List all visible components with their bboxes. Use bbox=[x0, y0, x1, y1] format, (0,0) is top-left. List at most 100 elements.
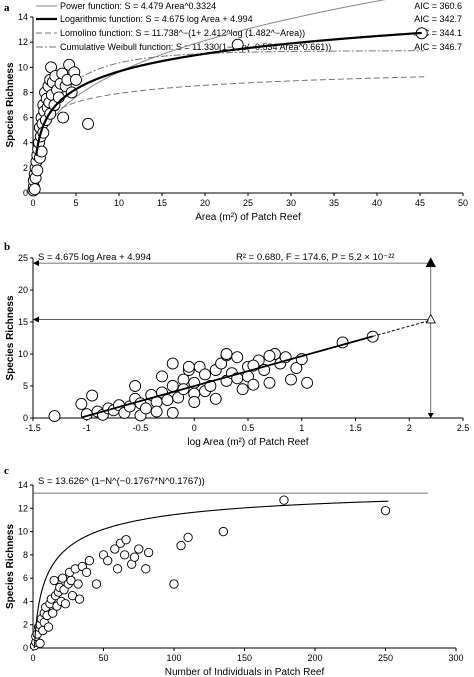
panel-b-x-tick-label: -0.5 bbox=[133, 423, 149, 433]
legend-aic-logarithmic-curve: AIC = 342.7 bbox=[414, 14, 462, 24]
panel-a-data-point bbox=[57, 111, 70, 124]
panel-c-fit-curve bbox=[33, 500, 389, 649]
panel-b-data-point bbox=[139, 402, 152, 415]
legend-aic-power-curve: AIC = 360.6 bbox=[414, 1, 462, 11]
panel-b-y-tick-label: 20 bbox=[18, 285, 28, 295]
panel-b-data-point bbox=[129, 380, 142, 392]
panel-a-power-curve bbox=[32, 0, 386, 178]
panel-b-data-point bbox=[220, 348, 233, 360]
panel-b-x-tick-label: 2.5 bbox=[457, 423, 470, 433]
panel-c-y-tick-label: 6 bbox=[23, 573, 28, 583]
panel-c-y-axis-title: Species Richness bbox=[5, 524, 16, 609]
panel-b-y-tick-label: 25 bbox=[18, 253, 28, 263]
legend-aic-lomolino-curve: AIC = 344.1 bbox=[414, 28, 462, 38]
panel-c-data-point bbox=[48, 608, 58, 618]
panel-b-y-axis-title: Species Richness bbox=[5, 295, 16, 380]
panel-a-y-tick-label: 2 bbox=[23, 163, 28, 173]
panel-b-data-point bbox=[236, 383, 249, 396]
panel-a-plot: 0 5 10 15 20 25 30 35 40 45 50 0 2 4 6 8 10 12 14 Area (m²)… bbox=[5, 0, 468, 223]
panel-b-data-point bbox=[285, 373, 297, 386]
panel-c-data-point bbox=[134, 544, 144, 554]
panel-c-y-tick-label: 10 bbox=[18, 527, 28, 537]
panel-a-lomolino-curve bbox=[32, 76, 425, 170]
panel-b-label: b bbox=[4, 241, 10, 253]
panel-b-y-tick-label: 0 bbox=[23, 413, 28, 423]
panel-b-triangle-marker bbox=[425, 313, 436, 324]
panel-b-x-tick-label: 1.5 bbox=[349, 423, 362, 433]
panel-b-y-tick-label: 10 bbox=[18, 349, 28, 359]
panel-c-x-tick-label: 200 bbox=[307, 653, 322, 663]
panel-c-y-tick-label: 0 bbox=[23, 643, 28, 653]
panel-a-y-tick-label: 0 bbox=[23, 188, 28, 198]
panel-b-regression-line bbox=[81, 335, 373, 419]
panel-b-data-point bbox=[209, 392, 222, 405]
panel-c-data-point bbox=[73, 579, 83, 589]
panel-a-data-point bbox=[70, 73, 82, 86]
panel-b-data-point bbox=[150, 405, 163, 418]
panel-a-x-axis-title: Area (m²) of Patch Reef bbox=[195, 212, 301, 223]
panel-a-x-tick-label: 15 bbox=[157, 198, 167, 208]
panel-c-label: c bbox=[4, 465, 9, 477]
panel-a-data-point bbox=[31, 164, 44, 177]
panel-b-data-point bbox=[172, 391, 185, 404]
panel-c: c 0 50 100 150 200 250 300 0 2 4 6 8 10 12 14 Number of… bbox=[4, 465, 464, 677]
panel-a-y-tick-label: 6 bbox=[23, 113, 28, 123]
panel-a-x-tick-label: 5 bbox=[73, 198, 78, 208]
panel-a-label: a bbox=[4, 2, 10, 14]
panel-c-x-tick-label: 150 bbox=[237, 653, 252, 663]
panel-a-x-tick-label: 0 bbox=[30, 198, 35, 208]
panel-b-data-point bbox=[263, 349, 276, 362]
panel-c-y-tick-label: 2 bbox=[23, 620, 28, 630]
panel-b-x-axis-title: log Area (m²) of Patch Reef bbox=[187, 437, 308, 448]
panel-b-left-arrowhead bbox=[33, 260, 39, 267]
panel-b-x-tick-label: 2 bbox=[407, 423, 412, 433]
panel-c-y-tick-label: 12 bbox=[18, 503, 28, 513]
panel-b-data-point bbox=[182, 360, 195, 373]
panel-c-data-point bbox=[84, 556, 95, 566]
panel-a-y-axis-title: Species Richness bbox=[5, 62, 16, 147]
panel-b-extrapolation-line bbox=[372, 319, 431, 337]
panel-b-y-tick-label: 5 bbox=[23, 381, 28, 391]
panel-b-data-point bbox=[199, 368, 211, 381]
panel-a-y-tick-label: 10 bbox=[18, 62, 28, 72]
panel-b-data-point bbox=[263, 376, 276, 389]
panel-a-y-tick-label: 8 bbox=[23, 87, 28, 97]
panel-a-x-tick-label: 10 bbox=[114, 198, 124, 208]
panel-c-y-tick-label: 4 bbox=[23, 596, 28, 606]
panel-c-data-point bbox=[49, 575, 59, 586]
panel-c-y-tick-label: 14 bbox=[18, 480, 28, 490]
panel-a-data-point bbox=[82, 117, 94, 130]
panel-b-data-point bbox=[166, 380, 179, 392]
panel-c-data-point bbox=[74, 594, 85, 604]
panel-a-logarithmic-curve-front bbox=[35, 31, 422, 156]
panel-a-x-tick-label: 35 bbox=[329, 198, 339, 208]
panel-c-x-tick-label: 300 bbox=[448, 653, 463, 663]
panel-b-equation: S = 4.675 log Area + 4.994 bbox=[38, 252, 151, 263]
panel-b-data-point bbox=[86, 389, 99, 402]
panel-b-down-arrowhead bbox=[427, 413, 434, 418]
panel-c-data-point bbox=[121, 535, 131, 545]
panel-b-x-tick-label: 1 bbox=[299, 423, 304, 433]
panel-a-legend: Power function: S = 4.479 Area^0.3324 AIC… bbox=[36, 1, 462, 52]
panel-a-y-tick-label: 12 bbox=[18, 37, 28, 47]
panel-c-x-tick-label: 50 bbox=[98, 653, 108, 663]
panel-c-data-point bbox=[81, 567, 92, 577]
panel-c-data-point bbox=[60, 599, 71, 609]
panel-c-data-point bbox=[112, 564, 123, 574]
panel-c-data-point bbox=[103, 556, 113, 566]
panel-a-x-tick-label: 25 bbox=[243, 198, 253, 208]
panel-b-data-point bbox=[215, 357, 228, 370]
panel-a-x-tick-label: 40 bbox=[372, 198, 382, 208]
panel-a-x-tick-label: 20 bbox=[200, 198, 210, 208]
panel-b-x-tick-label: -1 bbox=[83, 423, 91, 433]
panel-a-x-tick-label: 50 bbox=[458, 198, 468, 208]
panel-c-x-tick-label: 100 bbox=[166, 653, 181, 663]
panel-b-x-tick-label: 0 bbox=[192, 423, 197, 433]
panel-c-data-point bbox=[169, 579, 179, 589]
panel-b-data-point bbox=[231, 351, 244, 364]
panel-c-data-point bbox=[91, 579, 102, 589]
panel-a-x-tick-label: 45 bbox=[415, 198, 425, 208]
panel-c-data-point bbox=[380, 505, 391, 516]
panel-a-weibull-curve bbox=[32, 50, 425, 188]
